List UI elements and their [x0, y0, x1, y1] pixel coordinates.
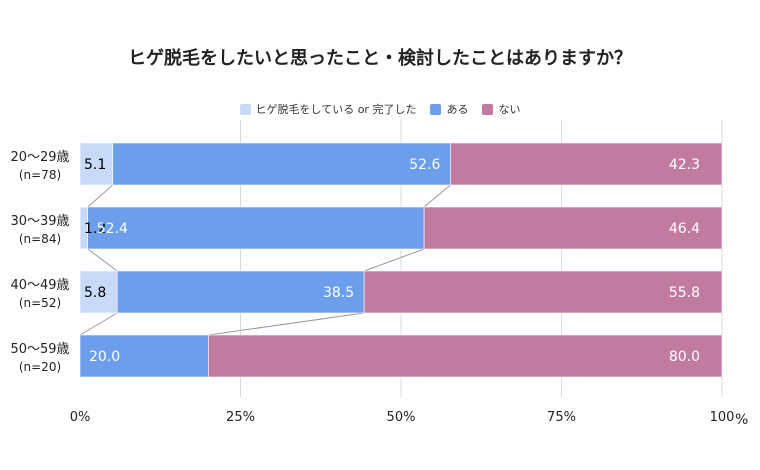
data-label-3-1: 20.0 [89, 349, 120, 365]
chart-title: ヒゲ脱毛をしたいと思ったこと・検討したことはありますか？ [128, 48, 632, 69]
connector-line-0-1 [423, 184, 451, 208]
category-label-0: 20〜29歳 [10, 150, 69, 165]
legend-swatch-series-1 [430, 103, 442, 115]
data-label-1-1: 52.4 [97, 221, 128, 237]
x-tick-label-0: 0% [70, 410, 91, 425]
bar-0-1 [112, 142, 451, 186]
category-label-3: 50〜59歳 [10, 342, 69, 357]
bar-1-2 [423, 206, 723, 250]
x-tick-label-3: 75% [547, 410, 576, 425]
bar-1-1 [87, 206, 425, 250]
bar-2-0 [79, 270, 118, 314]
category-note-3: (n=20) [19, 360, 61, 374]
data-label-2-1: 38.5 [323, 285, 354, 301]
connector-line-2-0 [79, 312, 118, 336]
category-label-1: 30〜39歳 [10, 214, 69, 229]
category-note-2: (n=52) [19, 296, 61, 310]
bar-0-2 [450, 142, 723, 186]
legend-swatch-series-0 [239, 103, 251, 115]
legend-label-series-1: ある [446, 103, 469, 116]
connector-line-2-1 [208, 312, 365, 336]
data-label-3-2: 80.0 [669, 349, 700, 365]
data-label-1-2: 46.4 [669, 221, 700, 237]
legend-entry-series-1: ある [430, 101, 468, 117]
bar-2-1 [116, 270, 365, 314]
x-axis-unit: % [735, 412, 748, 428]
legend-entry-series-2: ない [482, 101, 520, 117]
data-label-2-2: 55.8 [669, 285, 700, 301]
legend-swatch-series-2 [482, 103, 494, 115]
x-tick-label-1: 25% [226, 410, 255, 425]
data-label-0-0: 5.1 [84, 157, 106, 173]
bar-2-2 [363, 270, 723, 314]
legend-label-series-2: ない [498, 103, 521, 116]
category-note-1: (n=84) [19, 232, 61, 246]
x-tick-label-4: 100 [710, 410, 735, 425]
legend-label-series-0: ヒゲ脱毛をしている or 完了した [255, 103, 417, 116]
data-label-0-2: 42.3 [669, 157, 700, 173]
category-note-0: (n=78) [19, 168, 61, 182]
data-label-1-0: 1.2 [84, 221, 106, 237]
data-label-0-1: 52.6 [409, 157, 440, 173]
category-label-2: 40〜49歳 [10, 278, 69, 293]
x-tick-label-2: 50% [387, 410, 416, 425]
connector-line-1-1 [363, 248, 425, 272]
bar-3-1 [79, 334, 209, 378]
connector-line-0-0 [87, 184, 114, 208]
legend-entry-series-0: ヒゲ脱毛をしている or 完了した [239, 101, 417, 117]
data-label-2-0: 5.8 [84, 285, 106, 301]
bar-3-2 [208, 334, 723, 378]
legend: ヒゲ脱毛をしている or 完了した ある ない [0, 101, 760, 117]
bar-0-0 [79, 142, 114, 186]
connector-line-1-0 [87, 248, 118, 272]
